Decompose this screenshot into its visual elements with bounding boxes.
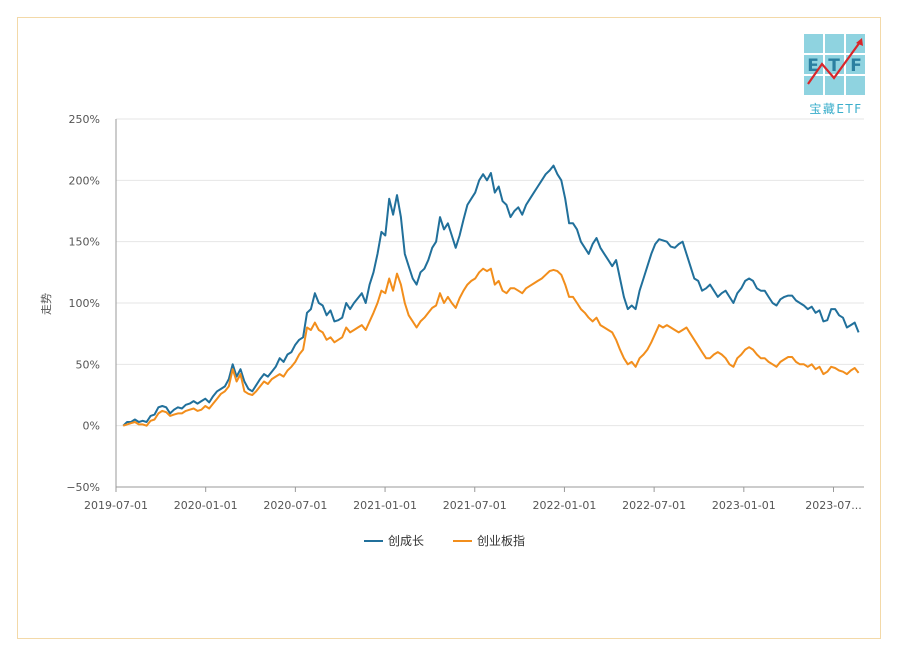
legend-label-chuangchengzhang: 创成长: [388, 534, 424, 548]
y-tick-label: 250%: [69, 113, 100, 126]
logo-caption: 宝藏ETF: [809, 102, 863, 116]
etf-logo: E T F 宝藏ETF: [804, 34, 868, 116]
y-tick-label: 0%: [83, 420, 100, 433]
y-axis-title: 走势: [40, 293, 53, 315]
series-lines: [122, 164, 860, 427]
logo-arrow-icon: [807, 41, 861, 85]
legend-item-chuangyebanzhi[interactable]: 创业板指: [453, 533, 525, 548]
y-tick-label: 150%: [69, 236, 100, 249]
legend-label-chuangyebanzhi: 创业板指: [477, 533, 525, 548]
y-tick-label: −50%: [66, 481, 100, 494]
y-tick-labels: −50% 0% 50% 100% 150% 200% 250%: [66, 113, 100, 494]
etf-logo-mark: E T F: [804, 34, 865, 95]
x-tick-labels: 2019-07-01 2020-01-01 2020-07-01 2021-01-01…: [84, 487, 862, 512]
y-tick-label: 100%: [69, 297, 100, 310]
x-tick-label: 2021-07-01: [443, 499, 507, 512]
x-tick-label: 2022-07-01: [622, 499, 686, 512]
logo-arrowhead-icon: [856, 38, 863, 46]
x-tick-label: 2023-07...: [805, 499, 861, 512]
legend[interactable]: 创成长 创业板指: [364, 533, 525, 548]
x-tick-label: 2019-07-01: [84, 499, 148, 512]
x-tick-label: 2021-01-01: [353, 499, 417, 512]
logo-letter-t: T: [828, 56, 840, 76]
x-tick-label: 2022-01-01: [532, 499, 596, 512]
y-tick-label: 50%: [76, 358, 100, 371]
logo-letter-f: F: [850, 56, 862, 76]
legend-item-chuangchengzhang[interactable]: 创成长: [364, 534, 424, 548]
y-tick-label: 200%: [69, 174, 100, 187]
x-tick-label: 2020-07-01: [263, 499, 327, 512]
x-tick-label: 2023-01-01: [712, 499, 776, 512]
series-line-chuangchengzhang[interactable]: [122, 164, 860, 427]
x-tick-label: 2020-01-01: [174, 499, 238, 512]
logo-letter-e: E: [807, 56, 819, 76]
series-line-chuangyebanzhi[interactable]: [122, 267, 860, 427]
chart-frame: [17, 17, 881, 639]
